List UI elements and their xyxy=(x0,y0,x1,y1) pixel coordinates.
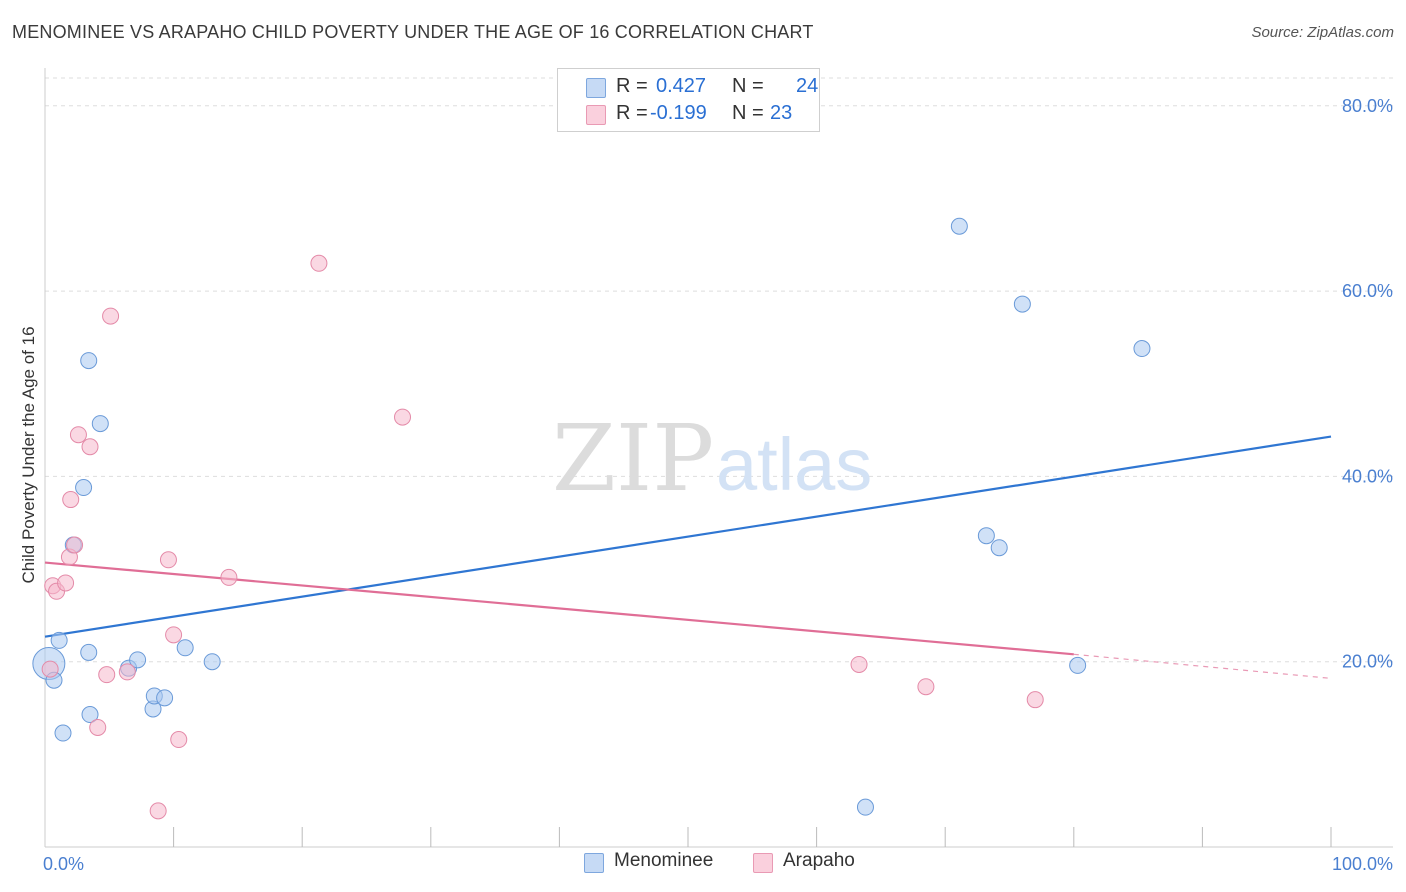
axes xyxy=(44,68,1393,848)
data-point xyxy=(57,574,75,592)
legend-r-label: R = xyxy=(616,75,648,97)
data-point xyxy=(1013,295,1031,313)
data-point xyxy=(917,678,935,696)
series-arapaho xyxy=(41,254,1044,820)
trend-line-extension-arapaho xyxy=(1073,653,1332,679)
data-point xyxy=(102,307,120,325)
data-point xyxy=(81,706,99,724)
gridlines xyxy=(45,77,1393,663)
legend-n-value: 23 xyxy=(770,102,793,124)
data-point xyxy=(149,802,167,820)
y-tick-label: 60.0% xyxy=(1342,281,1393,301)
data-point xyxy=(856,798,874,816)
legend-r-value: 0.427 xyxy=(656,75,707,97)
watermark: ZIP atlas xyxy=(552,405,872,512)
data-point xyxy=(1133,340,1151,358)
data-point xyxy=(394,408,412,426)
data-point xyxy=(75,479,93,497)
watermark-atlas: atlas xyxy=(716,423,872,506)
data-point xyxy=(50,631,68,649)
stats-legend: R = 0.427 N = 24 R = -0.199 N = 23 xyxy=(557,68,820,132)
x-tick-label-max: 100.0% xyxy=(1332,854,1393,874)
bottom-legend-label-arapaho: Arapaho xyxy=(783,850,855,871)
data-point xyxy=(1026,691,1044,709)
source-credit: Source: ZipAtlas.com xyxy=(1251,24,1394,41)
trend-line-arapaho xyxy=(44,561,1074,656)
data-point xyxy=(62,491,80,509)
bottom-legend-swatch-menominee xyxy=(584,853,604,873)
legend-r-value: -0.199 xyxy=(650,102,707,124)
y-tick-label: 80.0% xyxy=(1342,96,1393,116)
data-point xyxy=(118,663,136,681)
data-point xyxy=(990,539,1008,557)
trend-lines xyxy=(44,435,1332,679)
legend-n-label: N = xyxy=(732,102,764,124)
series-menominee xyxy=(32,217,1151,816)
data-point xyxy=(98,666,116,684)
watermark-zip: ZIP xyxy=(552,405,714,512)
data-point xyxy=(170,731,188,749)
data-point xyxy=(159,551,177,569)
data-point xyxy=(80,352,98,370)
data-point xyxy=(156,689,174,707)
data-point xyxy=(1069,656,1087,674)
chart-title: MENOMINEE VS ARAPAHO CHILD POVERTY UNDER… xyxy=(12,22,814,42)
legend-n-label: N = xyxy=(732,75,764,97)
data-point xyxy=(66,536,84,554)
y-tick-label: 40.0% xyxy=(1342,466,1393,486)
data-point xyxy=(129,651,147,669)
data-point xyxy=(89,718,107,736)
legend-swatch-menominee xyxy=(586,78,606,98)
data-point xyxy=(81,438,99,456)
legend-n-value: 24 xyxy=(796,75,819,97)
y-axis-label: Child Poverty Under the Age of 16 xyxy=(19,326,38,583)
bottom-legend-label-menominee: Menominee xyxy=(614,850,714,871)
trend-line-menominee xyxy=(44,435,1332,638)
data-point xyxy=(950,217,968,235)
data-point xyxy=(310,254,328,272)
legend-swatch-arapaho xyxy=(586,105,606,125)
data-point xyxy=(203,653,221,671)
x-tick-label-min: 0.0% xyxy=(43,854,84,874)
data-point xyxy=(54,724,72,742)
data-point xyxy=(69,426,87,444)
data-point xyxy=(977,527,995,545)
y-tick-label: 20.0% xyxy=(1342,652,1393,672)
data-point xyxy=(165,626,183,644)
data-points xyxy=(32,217,1151,820)
data-point xyxy=(80,643,98,661)
data-point xyxy=(41,660,59,678)
legend-r-label: R = xyxy=(616,102,648,124)
data-point xyxy=(220,568,238,586)
data-point xyxy=(91,415,109,433)
data-point xyxy=(850,655,868,673)
data-point xyxy=(176,639,194,657)
tick-labels: 20.0% 40.0% 60.0% 80.0% 0.0% 100.0% xyxy=(43,96,1393,874)
bottom-legend-swatch-arapaho xyxy=(753,853,773,873)
